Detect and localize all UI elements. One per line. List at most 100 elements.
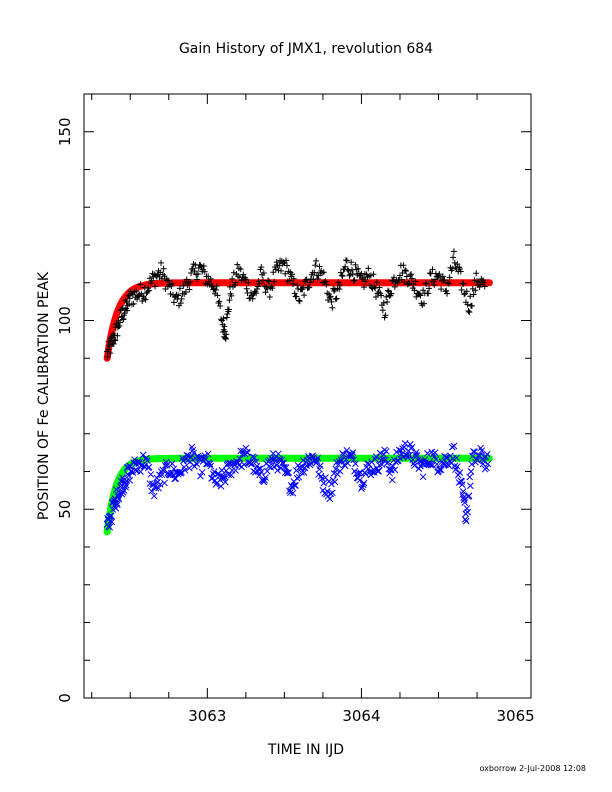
data-point [350, 456, 358, 464]
data-point [312, 262, 319, 269]
data-point [391, 466, 399, 474]
data-point [188, 269, 195, 276]
data-point [237, 447, 245, 455]
data-point [355, 265, 362, 272]
data-point [256, 280, 263, 287]
data-point [291, 482, 299, 489]
data-point [237, 266, 244, 273]
data-point [289, 271, 296, 278]
data-point [362, 278, 369, 285]
data-point [337, 281, 344, 288]
data-point [245, 279, 252, 286]
data-point [217, 303, 224, 310]
data-point [456, 265, 463, 272]
data-point [183, 276, 190, 283]
data-point [144, 457, 151, 464]
data-point [460, 280, 467, 287]
data-point [281, 463, 288, 471]
data-point [133, 288, 140, 295]
data-point [289, 489, 297, 497]
data-point [193, 460, 201, 468]
data-point [348, 259, 355, 266]
data-point [370, 271, 377, 278]
data-point [177, 300, 184, 307]
data-point [450, 248, 457, 255]
data-point [408, 275, 415, 282]
data-point [484, 460, 492, 468]
data-point [120, 315, 127, 322]
data-point [427, 270, 434, 277]
data-point [226, 297, 233, 304]
data-point [408, 443, 416, 451]
data-point [230, 269, 237, 276]
data-point [347, 271, 354, 278]
data-point [206, 460, 214, 468]
data-point [384, 287, 391, 294]
data-point [362, 470, 370, 478]
data-point [467, 482, 474, 490]
data-point [338, 457, 346, 464]
data-point [328, 489, 336, 497]
data-point [122, 483, 129, 491]
data-point [481, 283, 488, 290]
data-point [403, 273, 410, 280]
data-point [114, 332, 121, 339]
data-point [345, 267, 352, 274]
data-point [364, 460, 371, 467]
x-tick-label: 3064 [342, 707, 380, 725]
data-point [125, 462, 133, 470]
data-point [373, 294, 380, 301]
data-point [289, 280, 296, 287]
data-point [274, 467, 281, 474]
data-point [106, 523, 114, 531]
data-point [383, 293, 390, 300]
data-point [187, 278, 194, 285]
data-point [483, 450, 491, 458]
data-point [351, 277, 358, 284]
data-point [249, 453, 257, 461]
footer-stamp: oxborrow 2-Jul-2008 12:08 [479, 764, 586, 773]
data-point [244, 449, 251, 457]
data-point [104, 353, 111, 360]
data-point [346, 272, 353, 279]
data-point [280, 459, 287, 467]
data-point [400, 444, 408, 451]
data-point [111, 337, 118, 344]
y-tick-label: 50 [56, 500, 74, 519]
data-point [175, 292, 182, 299]
data-point [126, 477, 134, 484]
data-point [348, 451, 356, 459]
data-point [420, 300, 427, 307]
data-point [373, 279, 380, 286]
data-point [338, 272, 345, 279]
data-point [269, 285, 276, 292]
data-point [425, 290, 432, 297]
data-point [221, 478, 229, 486]
data-point [176, 285, 183, 292]
data-point [474, 457, 481, 464]
data-point [110, 340, 117, 347]
data-point [336, 467, 344, 475]
data-point [336, 286, 343, 293]
data-point [360, 479, 368, 487]
data-point [191, 267, 198, 274]
data-point [406, 280, 413, 287]
data-point [165, 277, 172, 284]
data-point [358, 483, 366, 491]
data-point [406, 451, 413, 459]
data-point [352, 261, 359, 268]
data-point [326, 294, 333, 301]
data-point [376, 284, 383, 291]
data-point [311, 269, 318, 276]
data-point [454, 463, 461, 470]
data-point [145, 285, 152, 292]
data-point [114, 501, 121, 509]
data-point [256, 471, 263, 479]
data-point [134, 296, 141, 303]
fit-curve-0 [103, 279, 493, 362]
data-point [286, 277, 293, 284]
data-point [194, 270, 201, 277]
data-point [151, 483, 159, 490]
data-point [212, 286, 219, 293]
